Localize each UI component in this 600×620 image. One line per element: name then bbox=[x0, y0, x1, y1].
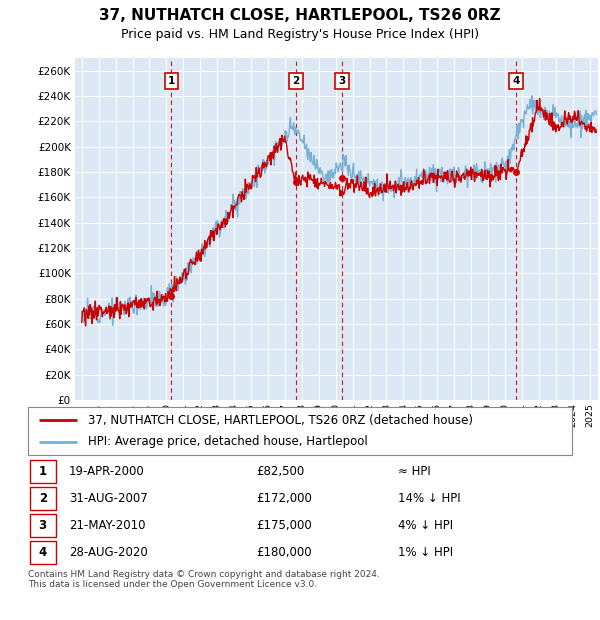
Text: 37, NUTHATCH CLOSE, HARTLEPOOL, TS26 0RZ (detached house): 37, NUTHATCH CLOSE, HARTLEPOOL, TS26 0RZ… bbox=[88, 414, 473, 427]
Text: 21-MAY-2010: 21-MAY-2010 bbox=[69, 519, 145, 532]
Text: 3: 3 bbox=[338, 76, 346, 86]
Text: 4: 4 bbox=[38, 546, 47, 559]
Text: 2: 2 bbox=[38, 492, 47, 505]
FancyBboxPatch shape bbox=[28, 407, 572, 455]
Text: HPI: Average price, detached house, Hartlepool: HPI: Average price, detached house, Hart… bbox=[88, 435, 368, 448]
Text: 1: 1 bbox=[167, 76, 175, 86]
Text: 28-AUG-2020: 28-AUG-2020 bbox=[69, 546, 148, 559]
Text: 4% ↓ HPI: 4% ↓ HPI bbox=[398, 519, 453, 532]
Text: 4: 4 bbox=[512, 76, 520, 86]
Text: 14% ↓ HPI: 14% ↓ HPI bbox=[398, 492, 461, 505]
FancyBboxPatch shape bbox=[29, 460, 56, 483]
Text: 19-APR-2000: 19-APR-2000 bbox=[69, 465, 145, 478]
Text: 1: 1 bbox=[38, 465, 47, 478]
Text: £175,000: £175,000 bbox=[256, 519, 312, 532]
Text: 37, NUTHATCH CLOSE, HARTLEPOOL, TS26 0RZ: 37, NUTHATCH CLOSE, HARTLEPOOL, TS26 0RZ bbox=[99, 8, 501, 23]
FancyBboxPatch shape bbox=[29, 541, 56, 564]
Text: 2: 2 bbox=[292, 76, 299, 86]
Text: £180,000: £180,000 bbox=[256, 546, 312, 559]
Text: £82,500: £82,500 bbox=[256, 465, 305, 478]
Text: Contains HM Land Registry data © Crown copyright and database right 2024.
This d: Contains HM Land Registry data © Crown c… bbox=[28, 570, 380, 590]
Text: ≈ HPI: ≈ HPI bbox=[398, 465, 431, 478]
Text: 3: 3 bbox=[38, 519, 47, 532]
Text: £172,000: £172,000 bbox=[256, 492, 313, 505]
Text: Price paid vs. HM Land Registry's House Price Index (HPI): Price paid vs. HM Land Registry's House … bbox=[121, 28, 479, 41]
FancyBboxPatch shape bbox=[29, 514, 56, 537]
Text: 1% ↓ HPI: 1% ↓ HPI bbox=[398, 546, 453, 559]
FancyBboxPatch shape bbox=[29, 487, 56, 510]
Text: 31-AUG-2007: 31-AUG-2007 bbox=[69, 492, 148, 505]
